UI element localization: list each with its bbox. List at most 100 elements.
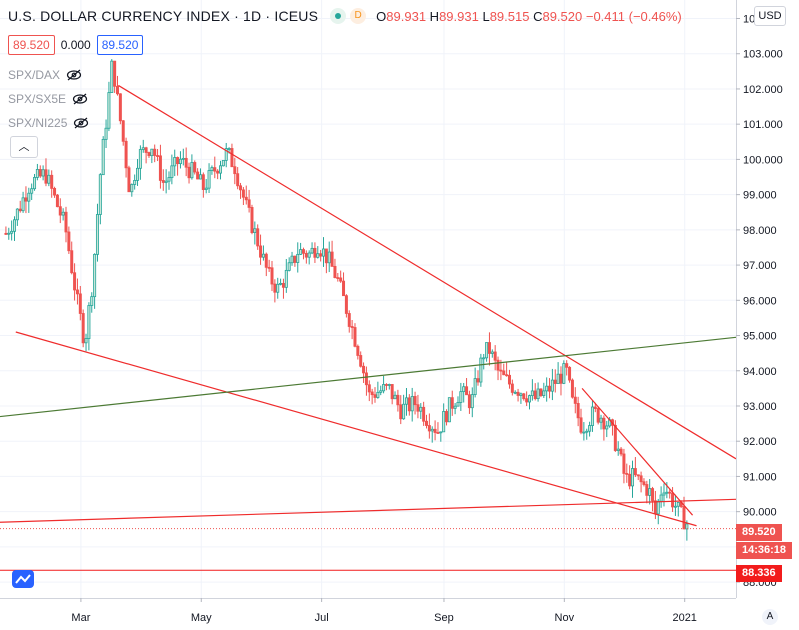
candle-body	[15, 208, 19, 221]
candle-body	[324, 248, 328, 264]
candle-body	[445, 411, 449, 423]
candle-body	[216, 170, 220, 174]
ohlc-values: O89.931 H89.931 L89.515 C89.520 −0.411 (…	[376, 9, 682, 24]
candle-body	[267, 266, 271, 269]
candle-body	[565, 363, 569, 368]
candles	[4, 59, 689, 541]
candle-body	[138, 149, 142, 169]
candle-body	[350, 326, 354, 328]
candle-body	[359, 355, 363, 367]
candle-body	[133, 180, 137, 185]
candle-body	[416, 404, 420, 412]
bar-countdown-label: 14:36:18	[736, 542, 793, 559]
legend-item-spx-dax[interactable]: SPX/DAX	[8, 68, 82, 82]
candle-body	[304, 252, 308, 258]
candle-body	[636, 474, 640, 477]
auto-scale-button[interactable]: A	[762, 609, 778, 625]
candle-body	[645, 484, 649, 496]
candle-body	[158, 155, 162, 181]
candle-body	[153, 148, 157, 156]
candle-body	[347, 313, 351, 327]
candle-body	[210, 167, 214, 171]
market-status-icon[interactable]	[330, 8, 347, 24]
hidden-eye-icon[interactable]	[72, 93, 88, 105]
candle-body	[78, 293, 82, 314]
candle-body	[38, 169, 42, 177]
candle-body	[173, 157, 177, 167]
candle-body	[370, 391, 374, 396]
candle-body	[633, 468, 637, 476]
candle-body	[276, 283, 280, 293]
candle-body	[253, 228, 257, 233]
candle-body	[310, 247, 314, 254]
candle-body	[190, 162, 194, 179]
candle-body	[307, 252, 311, 258]
candle-body	[261, 253, 265, 258]
candle-body	[613, 424, 617, 451]
low-value: 89.515	[489, 8, 530, 24]
candle-body	[459, 391, 463, 403]
sell-price-box[interactable]: 89.520	[8, 35, 55, 55]
candle-body	[67, 231, 71, 252]
candle-body	[433, 428, 437, 433]
candle-body	[316, 253, 320, 258]
candle-body	[178, 158, 182, 165]
candle-body	[196, 171, 200, 180]
legend-item-spx-sx5e[interactable]: SPX/SX5E	[8, 92, 88, 106]
candle-body	[390, 384, 394, 400]
data-delay-badge[interactable]: D	[350, 8, 367, 24]
y-tick-label: 93.000	[743, 401, 777, 413]
red-trendline	[0, 498, 737, 523]
currency-button[interactable]: USD	[754, 6, 786, 26]
x-tick-label: Mar	[71, 612, 90, 624]
candle-body	[319, 253, 323, 257]
price-row: 89.520 0.000 89.520	[8, 35, 144, 55]
candle-body	[379, 390, 383, 393]
candle-body	[419, 406, 423, 412]
candle-body	[436, 432, 440, 434]
candle-body	[665, 491, 669, 494]
candle-body	[625, 473, 629, 475]
candle-body	[456, 402, 460, 407]
legend-item-spx-ni225[interactable]: SPX/NI225	[8, 116, 89, 130]
candle-body	[399, 404, 403, 420]
y-tick-label: 94.000	[743, 366, 777, 378]
candle-body	[656, 500, 660, 515]
y-tick-label: 97.000	[743, 260, 777, 272]
candle-body	[170, 165, 174, 178]
candle-body	[95, 214, 99, 255]
candle-body	[30, 188, 34, 194]
candle-body	[528, 395, 532, 403]
hidden-eye-icon[interactable]	[66, 69, 82, 81]
candle-body	[98, 174, 102, 215]
candle-body	[287, 262, 291, 271]
candle-body	[241, 189, 245, 198]
candle-body	[336, 277, 340, 279]
legend-label: SPX/DAX	[8, 68, 61, 82]
candle-body	[284, 269, 288, 288]
candle-body	[236, 173, 240, 187]
candle-body	[116, 85, 120, 95]
candle-body	[470, 394, 474, 409]
candle-body	[496, 359, 500, 371]
candle-body	[55, 194, 59, 208]
candle-body	[582, 431, 586, 434]
tradingview-logo-icon[interactable]	[12, 570, 34, 588]
hidden-eye-icon[interactable]	[73, 117, 89, 129]
y-tick-label: 91.000	[743, 471, 777, 483]
symbol-title[interactable]: U.S. DOLLAR CURRENCY INDEX · 1D · ICEUS	[8, 8, 319, 24]
y-tick-label: 102.000	[743, 84, 783, 96]
candle-body	[124, 140, 128, 169]
candle-body	[150, 148, 154, 157]
candle-body	[90, 296, 94, 306]
buy-price-box[interactable]: 89.520	[96, 35, 144, 55]
candle-body	[476, 378, 480, 383]
candle-body	[628, 473, 632, 487]
candle-body	[659, 494, 663, 502]
candle-body	[505, 374, 509, 377]
collapse-legend-button[interactable]: ︿	[10, 136, 38, 158]
candle-body	[110, 60, 114, 93]
candle-body	[588, 425, 592, 432]
candle-body	[382, 384, 386, 392]
